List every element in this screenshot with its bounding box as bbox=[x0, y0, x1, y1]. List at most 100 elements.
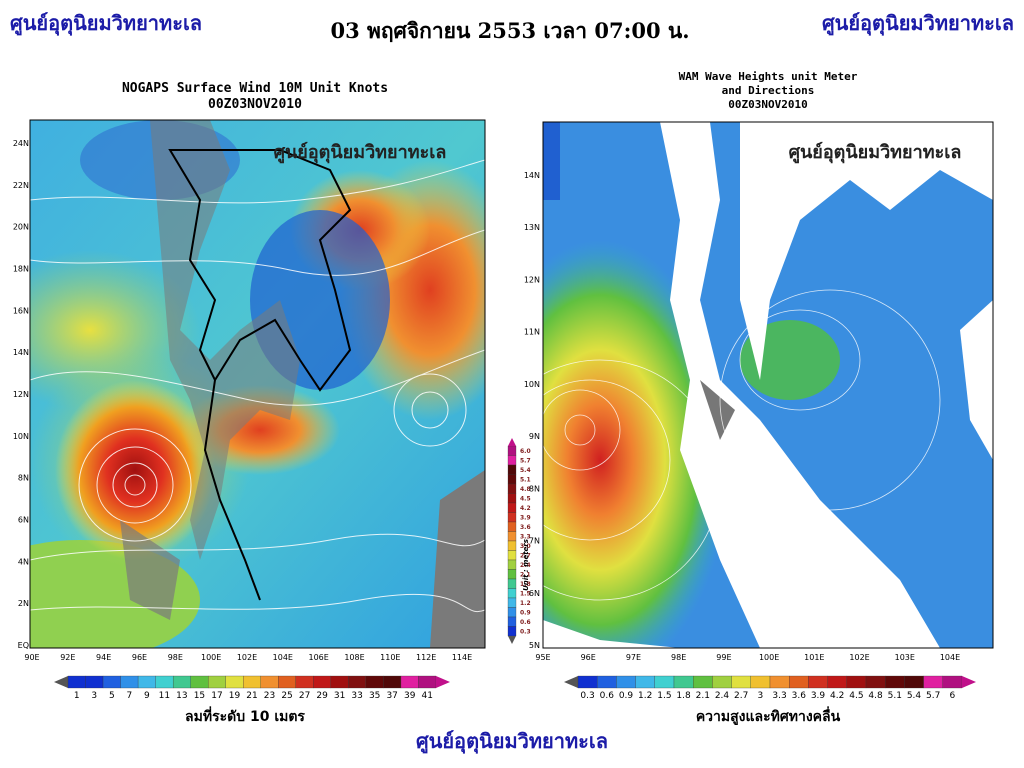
colorbar-label: 3.6 bbox=[792, 691, 807, 701]
side-cell bbox=[507, 464, 517, 475]
colorbar-cell bbox=[85, 675, 104, 689]
side-cell bbox=[507, 493, 517, 504]
colorbar-label: 33 bbox=[351, 691, 362, 701]
wind-field bbox=[30, 120, 485, 648]
y-tick-label: EQ bbox=[18, 641, 29, 650]
x-tick-label: 98E bbox=[671, 653, 686, 662]
colorbar-label: 21 bbox=[246, 691, 257, 701]
y-tick-label: 6N bbox=[529, 589, 540, 598]
y-tick-label: 14N bbox=[524, 171, 540, 180]
colorbar-cell bbox=[808, 675, 828, 689]
colorbar-label: 31 bbox=[334, 691, 345, 701]
header-left: ศูนย์อุตุนิยมวิทยาทะเล bbox=[10, 11, 202, 37]
y-tick-label: 9N bbox=[529, 432, 540, 441]
colorbar-cell bbox=[172, 675, 191, 689]
side-cell bbox=[507, 540, 517, 551]
wave-caption: ความสูงและทิศทางคลื่น bbox=[696, 706, 841, 725]
colorbar-cell bbox=[383, 675, 402, 689]
y-tick-label: 6N bbox=[18, 516, 29, 525]
x-tick-label: 108E bbox=[344, 653, 364, 662]
colorbar-cell bbox=[313, 675, 332, 689]
colorbar-label: 35 bbox=[369, 691, 380, 701]
y-tick-label: 13N bbox=[524, 223, 540, 232]
x-tick-label: 102E bbox=[849, 653, 869, 662]
x-tick-label: 103E bbox=[895, 653, 915, 662]
side-colorbar: 6.0 5.7 5.4 5.1 4.8 4.5 4.2 3.9 3.6 3.3 3.0 2.7 2.4 2… bbox=[507, 438, 531, 644]
colorbar-cell bbox=[789, 675, 809, 689]
side-label: 4.8 bbox=[520, 486, 531, 493]
side-label: 1.2 bbox=[520, 600, 531, 607]
side-cell bbox=[507, 559, 517, 570]
side-cell bbox=[507, 550, 517, 561]
colorbar-label: 3.3 bbox=[772, 691, 786, 701]
side-cell bbox=[507, 521, 517, 532]
x-tick-label: 112E bbox=[416, 653, 436, 662]
x-tick-label: 98E bbox=[168, 653, 183, 662]
x-tick-label: 110E bbox=[380, 653, 400, 662]
colorbar-label: 3 bbox=[91, 691, 97, 701]
colorbar-label: 1.2 bbox=[638, 691, 652, 701]
colorbar-label: 1.8 bbox=[676, 691, 691, 701]
colorbar-label: 4.8 bbox=[868, 691, 883, 701]
colorbar-label: 17 bbox=[211, 691, 222, 701]
y-tick-label: 14N bbox=[13, 348, 29, 357]
x-tick-label: 94E bbox=[96, 653, 111, 662]
colorbar-arrow bbox=[962, 676, 976, 688]
colorbar-label: 1.5 bbox=[657, 691, 671, 701]
colorbar-label: 0.9 bbox=[619, 691, 634, 701]
colorbar-label: 5.4 bbox=[907, 691, 922, 701]
colorbar-cell bbox=[597, 675, 617, 689]
side-cell bbox=[507, 607, 517, 618]
colorbar-cell bbox=[904, 675, 924, 689]
side-label: 5.7 bbox=[520, 457, 531, 464]
colorbar-label: 2.7 bbox=[734, 691, 748, 701]
colorbar-cell bbox=[278, 675, 296, 689]
colorbar-label: 2.4 bbox=[715, 691, 730, 701]
side-cell bbox=[507, 445, 517, 456]
colorbar-cell bbox=[225, 675, 244, 689]
colorbar-cell bbox=[243, 675, 261, 689]
colorbar-cell bbox=[330, 675, 349, 689]
side-label: 5.4 bbox=[520, 467, 531, 474]
side-label: 0.3 bbox=[520, 628, 531, 635]
wave-watermark: ศูนย์อุตุนิยมวิทยาทะเล bbox=[789, 141, 962, 164]
wave-field bbox=[543, 122, 993, 648]
side-label: 3.6 bbox=[520, 524, 531, 531]
wave-subtitle: 00Z03NOV2010 bbox=[728, 98, 807, 111]
y-tick-label: 4N bbox=[18, 557, 29, 566]
side-cell bbox=[507, 474, 517, 485]
y-tick-label: 8N bbox=[18, 474, 29, 483]
colorbar-cell bbox=[616, 675, 636, 689]
colorbar-label: 4.5 bbox=[849, 691, 863, 701]
side-label: 4.2 bbox=[520, 505, 531, 512]
y-tick-label: 16N bbox=[13, 306, 29, 315]
colorbar-cell bbox=[137, 675, 156, 689]
colorbar-cell bbox=[400, 675, 419, 689]
side-label: 4.5 bbox=[520, 495, 531, 502]
y-tick-label: 8N bbox=[529, 484, 540, 493]
colorbar-label: 29 bbox=[316, 691, 328, 701]
colorbar-arrow bbox=[564, 676, 578, 688]
colorbar-cell bbox=[577, 675, 598, 689]
side-label: 1.8 bbox=[520, 581, 531, 588]
side-cell bbox=[507, 569, 517, 580]
y-tick-label: 20N bbox=[13, 223, 29, 232]
colorbar-cell bbox=[693, 675, 713, 689]
wave-title-2: and Directions bbox=[722, 84, 815, 97]
side-label: 2.1 bbox=[520, 571, 531, 578]
footer: ศูนย์อุตุนิยมวิทยาทะเล bbox=[416, 729, 608, 755]
colorbar-cell bbox=[190, 675, 209, 689]
y-tick-label: 10N bbox=[524, 380, 540, 389]
side-label: 2.4 bbox=[520, 562, 531, 569]
side-cell bbox=[507, 588, 517, 599]
x-tick-label: 102E bbox=[237, 653, 257, 662]
colorbar-label: 3 bbox=[758, 691, 764, 701]
colorbar-label: 3.9 bbox=[811, 691, 826, 701]
colorbar-cell bbox=[102, 675, 121, 689]
x-tick-label: 96E bbox=[132, 653, 147, 662]
y-tick-label: 22N bbox=[13, 181, 29, 190]
wave-title: WAM Wave Heights unit Meter bbox=[679, 70, 858, 83]
x-tick-label: 90E bbox=[24, 653, 39, 662]
side-cell bbox=[507, 483, 517, 494]
colorbar-label: 4.2 bbox=[830, 691, 844, 701]
